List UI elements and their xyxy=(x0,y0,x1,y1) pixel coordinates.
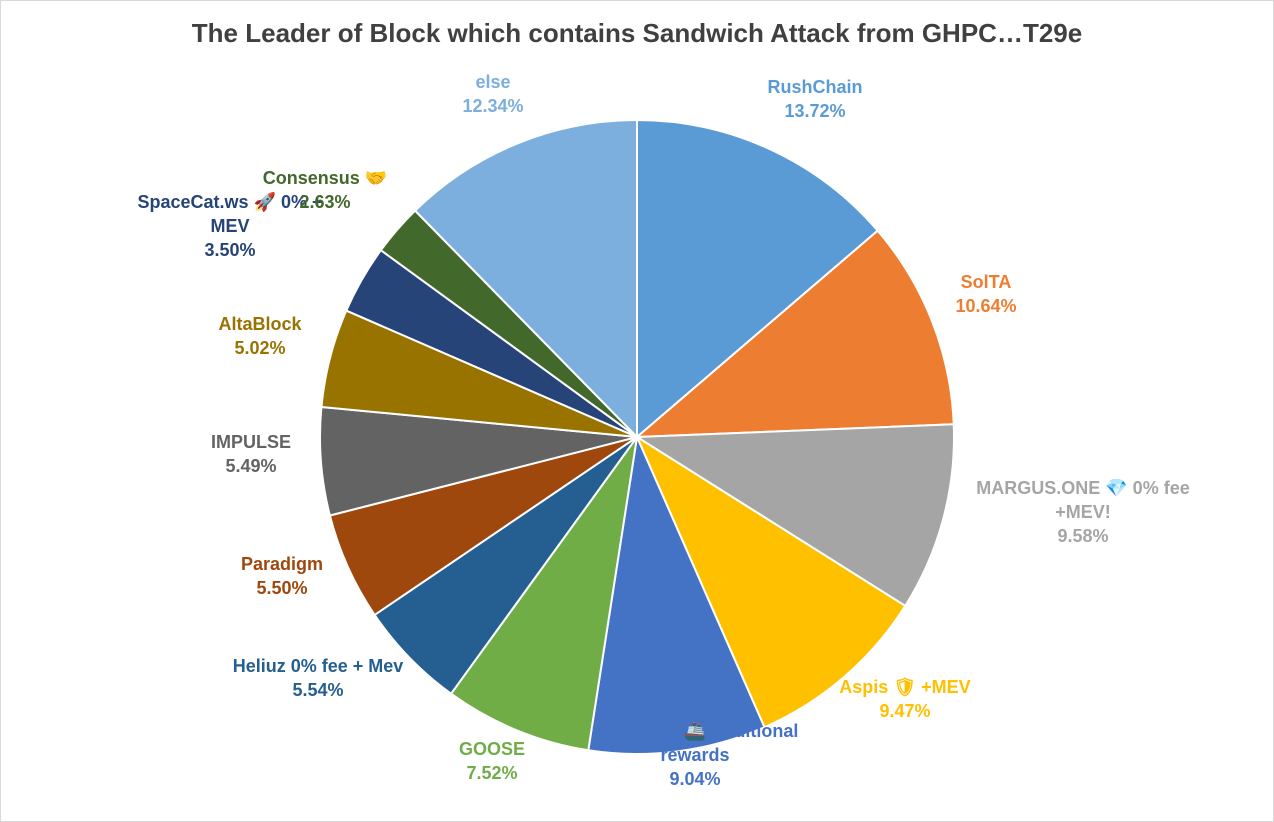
slice-name-label: Heliuz 0% fee + Mev xyxy=(233,656,404,676)
slice-percent-label: 5.50% xyxy=(256,578,307,598)
slice-label-consensus: Consensus 🤝 2.63% xyxy=(263,168,387,212)
slice-name-label: SolTA xyxy=(961,272,1012,292)
pie-slice-solta xyxy=(634,229,955,439)
slice-percent-label: 13.72% xyxy=(784,101,845,121)
slice-name-label: MEV xyxy=(210,216,249,236)
slice-name-label: MARGUS.ONE 💎 0% fee xyxy=(976,478,1189,498)
slice-label-aspis-mev: Aspis 🛡 +MEV 9.47% xyxy=(839,677,970,721)
slice-name-label: Aspis 🛡 +MEV xyxy=(839,677,970,697)
pie-slice-goose xyxy=(449,436,638,752)
slice-percent-label: 12.34% xyxy=(462,96,523,116)
slice-name-label: RushChain xyxy=(767,77,862,97)
slice-name-label: rewards xyxy=(660,745,729,765)
slice-label-else: else 12.34% xyxy=(462,72,523,116)
pie-slice-rushchain xyxy=(636,118,880,440)
slice-label-paradigm: Paradigm 5.50% xyxy=(241,554,323,598)
slice-name-label: AltaBlock xyxy=(218,314,302,334)
slice-percent-label: 2.63% xyxy=(299,192,350,212)
slice-name-label: else xyxy=(475,72,510,92)
chart-title: The Leader of Block which contains Sandw… xyxy=(191,18,1083,48)
slice-name-label: Paradigm xyxy=(241,554,323,574)
slice-label-margus-one-0-fee-mev: MARGUS.ONE 💎 0% fee +MEV! 9.58% xyxy=(976,478,1189,546)
pie-slice-else xyxy=(413,118,638,440)
slice-percent-label: 5.49% xyxy=(225,456,276,476)
slice-percent-label: 9.04% xyxy=(669,769,720,789)
slice-label-solta: SolTA 10.64% xyxy=(955,272,1016,316)
slice-percent-label: 5.54% xyxy=(292,680,343,700)
slice-percent-label: 3.50% xyxy=(204,240,255,260)
slice-label-goose: GOOSE 7.52% xyxy=(459,739,525,783)
slice-name-label: StakeShip 🚢 Additional xyxy=(592,721,799,741)
slice-name-label: +MEV! xyxy=(1055,502,1111,522)
slice-label-altablock: AltaBlock 5.02% xyxy=(218,314,302,358)
slice-percent-label: 5.02% xyxy=(234,338,285,358)
slice-name-label: GOOSE xyxy=(459,739,525,759)
pie-slice-stakeship-additional-rewards xyxy=(587,433,766,755)
slice-percent-label: 10.64% xyxy=(955,296,1016,316)
pie-slice-aspis-mev xyxy=(634,434,907,729)
slice-label-spacecat-ws-0-mev: SpaceCat.ws 🚀 0% + MEV 3.50% xyxy=(138,191,323,260)
slice-name-label: Consensus 🤝 xyxy=(263,168,387,188)
slice-label-impulse: IMPULSE 5.49% xyxy=(211,432,291,476)
pie-slice-margus-one-0-fee-mev xyxy=(633,423,955,608)
slice-label-rushchain: RushChain 13.72% xyxy=(767,77,862,121)
slice-name-label: IMPULSE xyxy=(211,432,291,452)
slice-percent-label: 7.52% xyxy=(466,763,517,783)
slice-label-heliuz-0-fee-mev: Heliuz 0% fee + Mev 5.54% xyxy=(233,656,404,700)
slice-percent-label: 9.47% xyxy=(879,701,930,721)
slice-name-label: SpaceCat.ws 🚀 0% + xyxy=(138,191,323,212)
slice-label-stakeship-additional-rewards: StakeShip 🚢 Additional rewards 9.04% xyxy=(592,721,799,789)
slice-percent-label: 9.58% xyxy=(1057,526,1108,546)
